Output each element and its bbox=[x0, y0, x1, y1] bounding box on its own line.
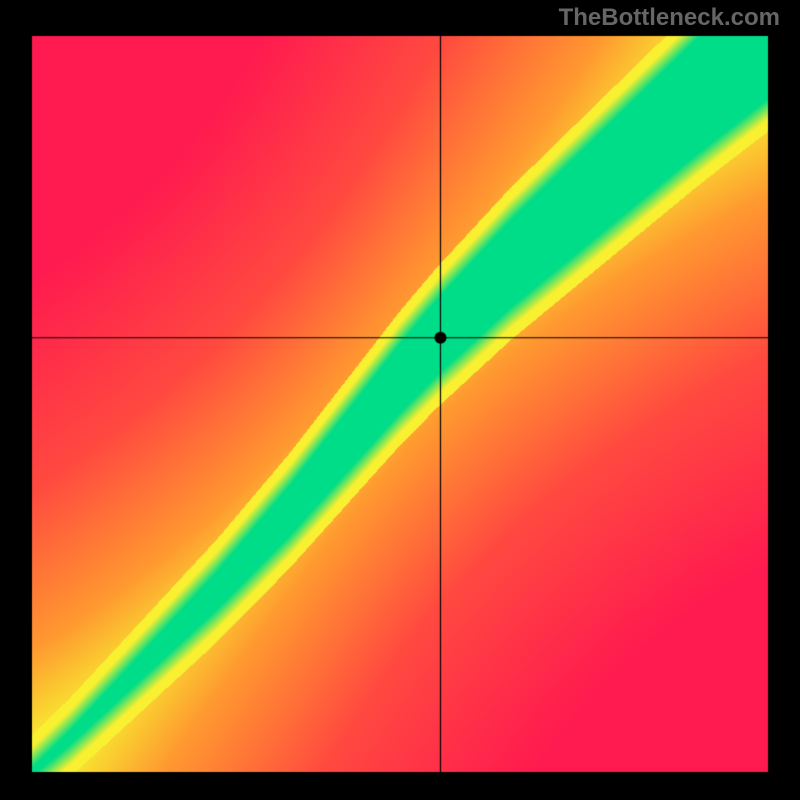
watermark-text: TheBottleneck.com bbox=[559, 4, 780, 32]
chart-container: TheBottleneck.com bbox=[0, 0, 800, 800]
heatmap-canvas bbox=[0, 0, 800, 800]
